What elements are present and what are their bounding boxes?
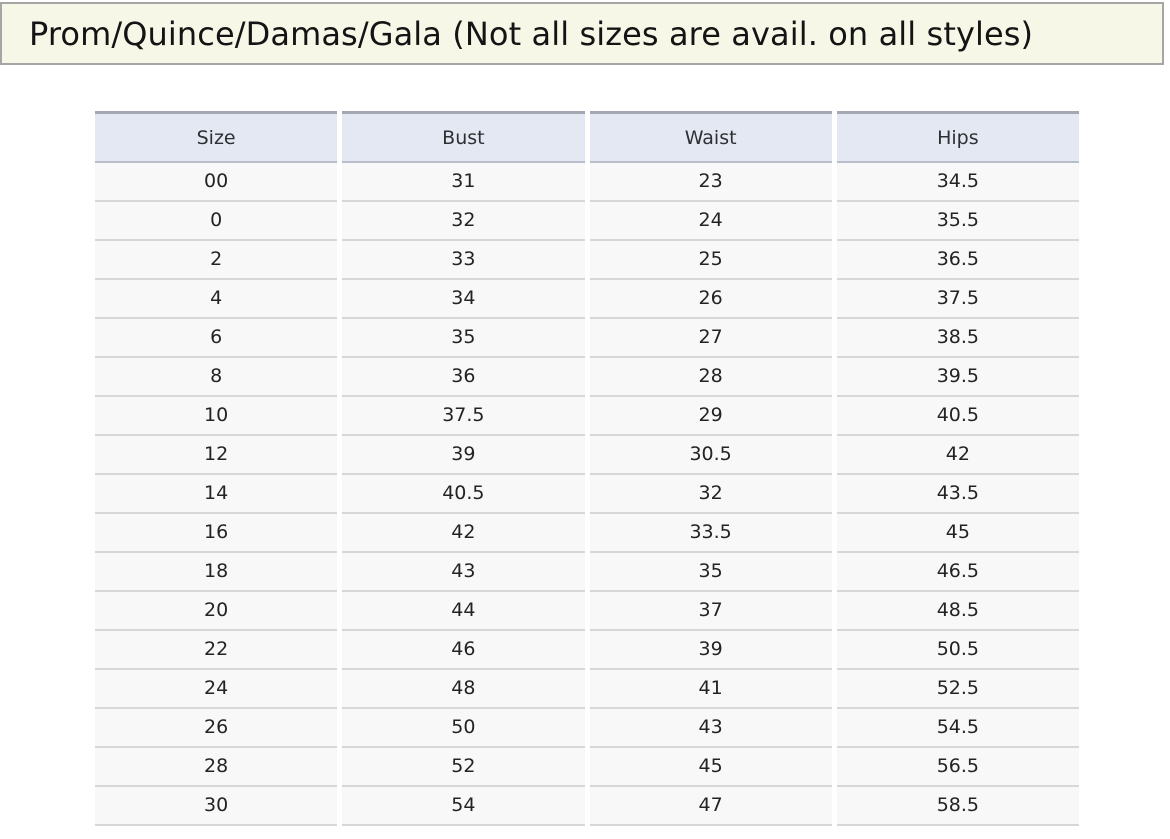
table-body: 00 31 23 34.5 0 32 24 35.5 2 33 25 36.5 4 34 26 37.5 6 35… [95,163,1079,826]
cell-bust: 48 [342,670,585,709]
cell-hips: 34.5 [836,163,1079,202]
cell-size: 0 [95,202,338,241]
table-row: 12 39 30.5 42 [95,436,1079,475]
table-row: 10 37.5 29 40.5 [95,397,1079,436]
column-header-size: Size [95,111,338,163]
cell-waist: 23 [589,163,832,202]
cell-waist: 24 [589,202,832,241]
cell-size: 22 [95,631,338,670]
cell-waist: 29 [589,397,832,436]
size-chart-container: Size Bust Waist Hips 00 31 23 34.5 0 32 24 35.5 2 33… [90,111,1084,826]
cell-hips: 40.5 [836,397,1079,436]
cell-bust: 31 [342,163,585,202]
cell-size: 10 [95,397,338,436]
cell-waist: 28 [589,358,832,397]
cell-hips: 50.5 [836,631,1079,670]
table-row: 26 50 43 54.5 [95,709,1079,748]
cell-waist: 37 [589,592,832,631]
cell-hips: 37.5 [836,280,1079,319]
cell-hips: 35.5 [836,202,1079,241]
cell-bust: 52 [342,748,585,787]
cell-waist: 45 [589,748,832,787]
table-row: 4 34 26 37.5 [95,280,1079,319]
cell-size: 2 [95,241,338,280]
column-header-bust: Bust [342,111,585,163]
cell-bust: 35 [342,319,585,358]
table-row: 24 48 41 52.5 [95,670,1079,709]
table-row: 6 35 27 38.5 [95,319,1079,358]
cell-size: 00 [95,163,338,202]
cell-waist: 27 [589,319,832,358]
table-row: 20 44 37 48.5 [95,592,1079,631]
cell-hips: 39.5 [836,358,1079,397]
cell-size: 28 [95,748,338,787]
cell-size: 8 [95,358,338,397]
cell-bust: 46 [342,631,585,670]
cell-size: 26 [95,709,338,748]
table-row: 28 52 45 56.5 [95,748,1079,787]
cell-waist: 32 [589,475,832,514]
cell-waist: 41 [589,670,832,709]
cell-waist: 33.5 [589,514,832,553]
table-row: 8 36 28 39.5 [95,358,1079,397]
column-header-waist: Waist [589,111,832,163]
table-row: 18 43 35 46.5 [95,553,1079,592]
cell-size: 24 [95,670,338,709]
cell-waist: 35 [589,553,832,592]
cell-size: 20 [95,592,338,631]
cell-bust: 33 [342,241,585,280]
page-title-banner: Prom/Quince/Damas/Gala (Not all sizes ar… [0,2,1164,65]
table-row: 2 33 25 36.5 [95,241,1079,280]
cell-bust: 43 [342,553,585,592]
table-row: 0 32 24 35.5 [95,202,1079,241]
cell-size: 16 [95,514,338,553]
cell-bust: 54 [342,787,585,826]
cell-bust: 37.5 [342,397,585,436]
cell-bust: 40.5 [342,475,585,514]
cell-bust: 42 [342,514,585,553]
cell-waist: 26 [589,280,832,319]
cell-hips: 58.5 [836,787,1079,826]
cell-waist: 43 [589,709,832,748]
cell-bust: 50 [342,709,585,748]
cell-bust: 32 [342,202,585,241]
cell-bust: 34 [342,280,585,319]
cell-hips: 42 [836,436,1079,475]
cell-hips: 56.5 [836,748,1079,787]
page-title: Prom/Quince/Damas/Gala (Not all sizes ar… [29,14,1034,53]
cell-hips: 45 [836,514,1079,553]
cell-size: 12 [95,436,338,475]
cell-size: 30 [95,787,338,826]
cell-waist: 39 [589,631,832,670]
cell-bust: 36 [342,358,585,397]
column-header-hips: Hips [836,111,1079,163]
cell-bust: 44 [342,592,585,631]
cell-hips: 36.5 [836,241,1079,280]
cell-size: 14 [95,475,338,514]
cell-hips: 38.5 [836,319,1079,358]
cell-waist: 30.5 [589,436,832,475]
cell-bust: 39 [342,436,585,475]
cell-waist: 25 [589,241,832,280]
table-row: 30 54 47 58.5 [95,787,1079,826]
cell-hips: 52.5 [836,670,1079,709]
size-chart-table: Size Bust Waist Hips 00 31 23 34.5 0 32 24 35.5 2 33… [90,111,1084,826]
table-head: Size Bust Waist Hips [95,111,1079,163]
cell-size: 4 [95,280,338,319]
table-row: 22 46 39 50.5 [95,631,1079,670]
cell-size: 6 [95,319,338,358]
cell-size: 18 [95,553,338,592]
cell-hips: 43.5 [836,475,1079,514]
cell-hips: 46.5 [836,553,1079,592]
table-header-row: Size Bust Waist Hips [95,111,1079,163]
table-row: 00 31 23 34.5 [95,163,1079,202]
cell-hips: 48.5 [836,592,1079,631]
cell-hips: 54.5 [836,709,1079,748]
table-row: 14 40.5 32 43.5 [95,475,1079,514]
table-row: 16 42 33.5 45 [95,514,1079,553]
cell-waist: 47 [589,787,832,826]
